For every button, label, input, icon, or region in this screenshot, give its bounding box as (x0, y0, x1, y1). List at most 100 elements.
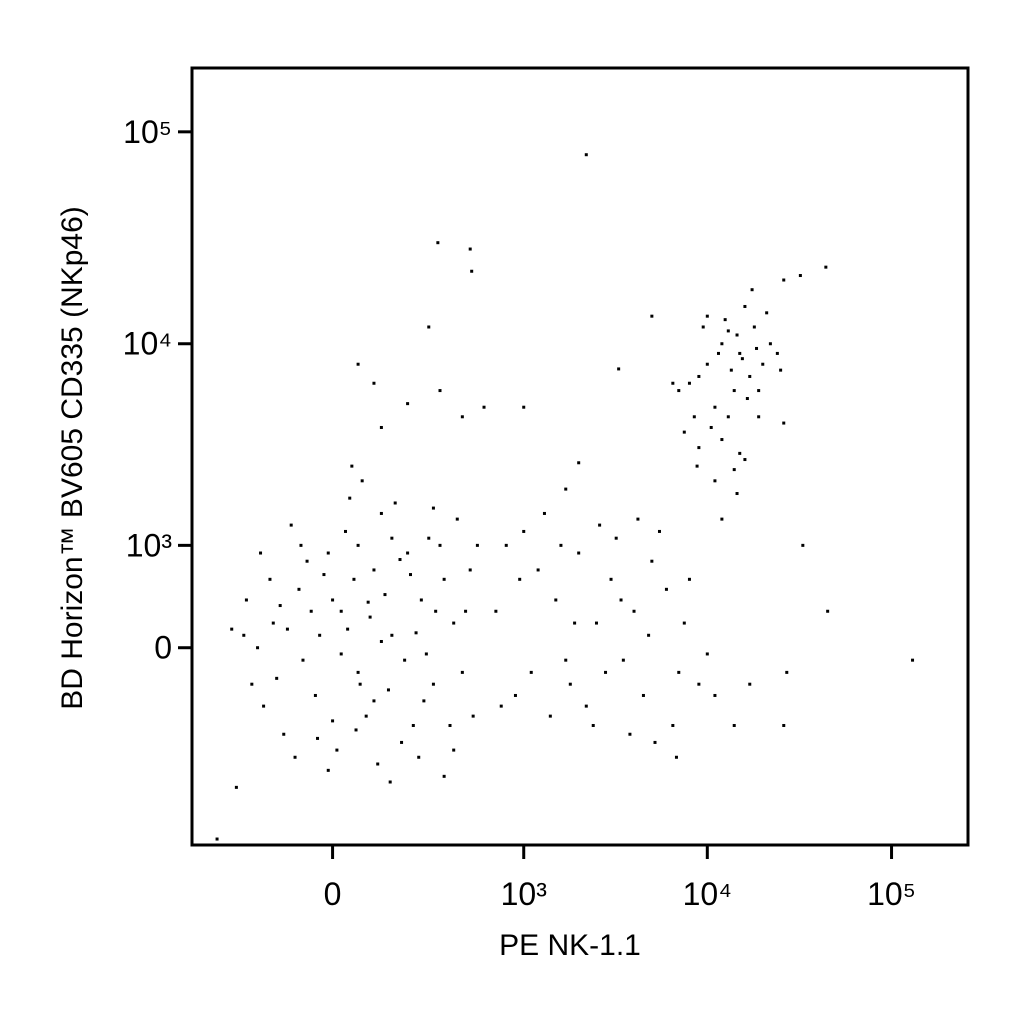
data-point (650, 559, 654, 563)
y-axis-title: BD Horizon™ BV605 CD335 (NKp46) (56, 206, 89, 710)
data-point (356, 543, 360, 547)
data-point (482, 405, 486, 409)
data-point (584, 704, 588, 708)
data-point (408, 573, 412, 577)
data-point (738, 351, 742, 355)
data-point (398, 558, 402, 562)
data-point (697, 446, 701, 450)
data-point (234, 785, 238, 789)
data-point (372, 699, 376, 703)
data-point (529, 670, 533, 674)
data-point (564, 487, 568, 491)
data-point (798, 274, 802, 278)
data-point (604, 670, 608, 674)
data-point (584, 153, 588, 157)
data-point (356, 362, 360, 366)
data-point (713, 693, 717, 697)
data-point (494, 609, 498, 613)
data-point (215, 837, 219, 841)
data-point (752, 325, 756, 329)
data-point (782, 723, 786, 727)
y-tick-label: 10³ (126, 527, 173, 563)
data-point (268, 577, 272, 581)
data-point (414, 631, 418, 635)
data-point (393, 501, 397, 505)
data-point (438, 543, 442, 547)
x-tick-label: 10⁵ (867, 876, 916, 912)
data-point (470, 269, 474, 273)
data-point (697, 682, 701, 686)
data-point (390, 536, 394, 540)
data-point (343, 529, 347, 533)
data-point (388, 780, 392, 784)
data-point (554, 598, 558, 602)
data-point (372, 568, 376, 572)
data-point (720, 517, 724, 521)
data-point (598, 523, 602, 527)
data-point (729, 368, 733, 372)
data-point (653, 740, 657, 744)
data-point (748, 374, 752, 378)
data-point (697, 374, 701, 378)
data-point (259, 551, 263, 555)
data-point (464, 609, 468, 613)
data-point (366, 600, 370, 604)
data-point (726, 415, 730, 419)
data-point (765, 311, 769, 315)
data-point (748, 682, 752, 686)
data-point (350, 464, 354, 468)
data-point (682, 430, 686, 434)
data-point (577, 551, 581, 555)
data-point (322, 573, 326, 577)
data-point (757, 415, 761, 419)
data-point (442, 774, 446, 778)
data-point (455, 517, 459, 521)
data-point (417, 755, 421, 759)
data-point (460, 670, 464, 674)
data-point (309, 609, 313, 613)
data-point (674, 755, 678, 759)
data-point (705, 362, 709, 366)
data-point (826, 609, 830, 613)
y-tick-label: 10⁵ (123, 114, 172, 150)
data-point (785, 670, 789, 674)
data-point (422, 699, 426, 703)
data-point (682, 621, 686, 625)
data-point (705, 314, 709, 318)
data-point (386, 688, 390, 692)
data-point (657, 529, 661, 533)
data-point (356, 670, 360, 674)
data-point (313, 693, 317, 697)
data-point (339, 609, 343, 613)
data-point (709, 425, 713, 429)
data-point (331, 719, 335, 723)
data-point (326, 768, 330, 772)
data-point (641, 693, 645, 697)
data-point (671, 381, 675, 385)
data-point (305, 559, 309, 563)
data-point (318, 633, 322, 637)
data-point (735, 492, 739, 496)
data-point (671, 723, 675, 727)
data-point (775, 351, 779, 355)
data-point (518, 577, 522, 581)
data-point (647, 633, 651, 637)
data-point (379, 425, 383, 429)
x-axis-title: PE NK-1.1 (499, 929, 641, 962)
data-point (358, 682, 362, 686)
plot-frame (190, 66, 970, 847)
data-point (692, 415, 696, 419)
data-point (591, 723, 595, 727)
data-point (782, 421, 786, 425)
data-point (360, 479, 364, 483)
data-point (738, 451, 742, 455)
data-point (750, 288, 754, 292)
data-point (779, 368, 783, 372)
data-point (348, 496, 352, 500)
data-point (636, 517, 640, 521)
data-point (431, 682, 435, 686)
data-point (434, 609, 438, 613)
data-point (609, 577, 613, 581)
data-point (720, 438, 724, 442)
data-point (522, 529, 526, 533)
